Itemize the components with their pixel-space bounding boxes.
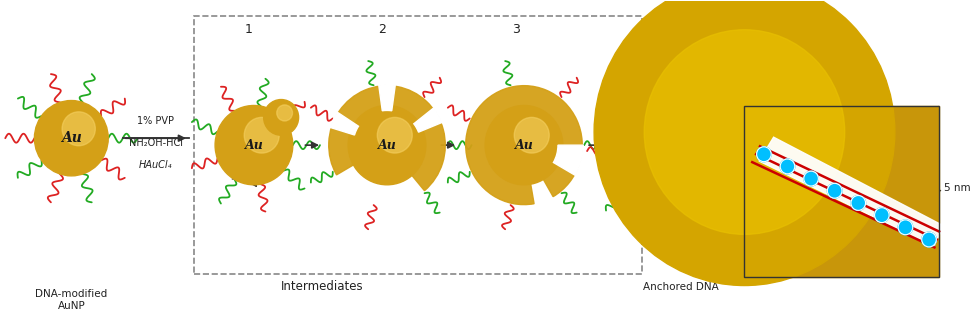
- Circle shape: [277, 105, 293, 121]
- Wedge shape: [329, 86, 445, 191]
- Wedge shape: [466, 86, 582, 205]
- Text: 1% PVP: 1% PVP: [137, 116, 174, 126]
- Circle shape: [642, 107, 730, 196]
- Circle shape: [898, 220, 913, 235]
- Circle shape: [676, 120, 714, 160]
- Text: Nanobridge: Nanobridge: [633, 139, 794, 188]
- Text: Au: Au: [677, 145, 696, 158]
- Circle shape: [756, 147, 771, 162]
- Text: 3: 3: [512, 23, 520, 36]
- Circle shape: [875, 208, 889, 223]
- Circle shape: [921, 232, 936, 247]
- Wedge shape: [553, 145, 583, 175]
- Wedge shape: [379, 85, 396, 111]
- Circle shape: [377, 117, 412, 153]
- Text: Au: Au: [61, 131, 82, 145]
- Circle shape: [804, 171, 818, 186]
- Circle shape: [244, 117, 279, 153]
- Bar: [745, 107, 939, 277]
- Circle shape: [827, 183, 842, 198]
- Text: NH₂OH-HCl: NH₂OH-HCl: [129, 138, 183, 148]
- Polygon shape: [759, 137, 944, 246]
- Text: Au: Au: [514, 139, 534, 151]
- Circle shape: [594, 0, 895, 286]
- Circle shape: [850, 195, 865, 210]
- Wedge shape: [414, 108, 442, 132]
- Text: DNA-modified
AuNP: DNA-modified AuNP: [35, 289, 108, 311]
- Text: Au: Au: [245, 139, 263, 151]
- Circle shape: [662, 101, 732, 172]
- Circle shape: [263, 99, 298, 135]
- Text: Intermediates: Intermediates: [281, 280, 364, 293]
- Text: Au: Au: [377, 139, 397, 151]
- Wedge shape: [330, 112, 359, 135]
- Circle shape: [62, 112, 95, 146]
- Circle shape: [215, 106, 293, 185]
- Text: Raman dyes
in the nanogap
(~1nm): Raman dyes in the nanogap (~1nm): [633, 196, 775, 229]
- Text: 5 nm: 5 nm: [944, 183, 970, 193]
- Text: HAuCl₄: HAuCl₄: [139, 160, 173, 170]
- Circle shape: [34, 100, 108, 176]
- Bar: [745, 107, 939, 277]
- Circle shape: [616, 80, 756, 223]
- Text: 2: 2: [378, 23, 386, 36]
- Circle shape: [514, 117, 549, 153]
- Circle shape: [348, 106, 426, 185]
- Circle shape: [644, 30, 845, 234]
- Text: 4: 4: [747, 23, 755, 36]
- Text: 1: 1: [245, 23, 253, 36]
- Circle shape: [485, 106, 563, 185]
- Text: Anchored DNA: Anchored DNA: [643, 259, 828, 292]
- Circle shape: [633, 97, 740, 206]
- Circle shape: [781, 159, 795, 174]
